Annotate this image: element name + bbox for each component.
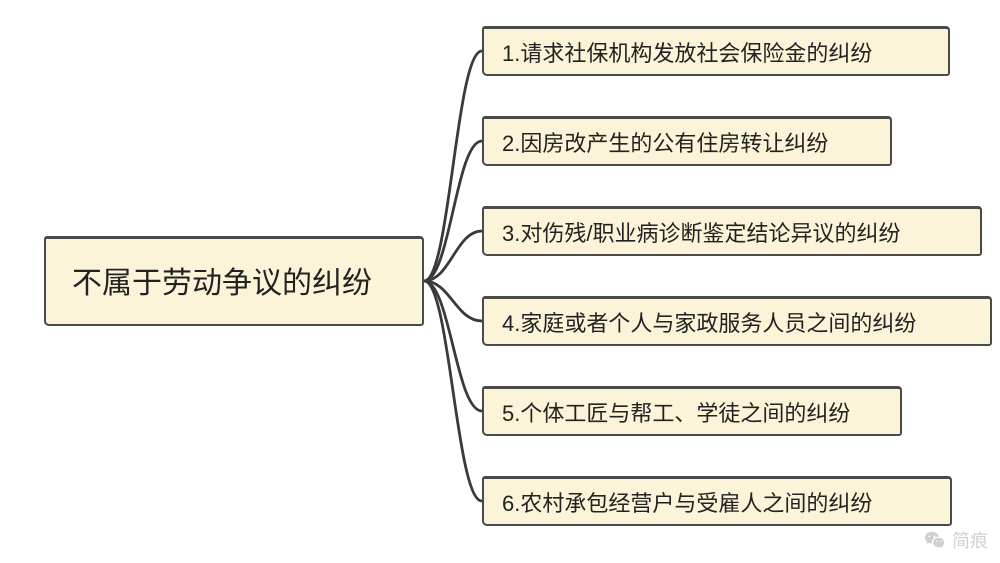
mindmap-stage: 不属于劳动争议的纠纷 1.请求社保机构发放社会保险金的纠纷 2.因房改产生的公有… — [0, 0, 1000, 563]
child-label: 1.请求社保机构发放社会保险金的纠纷 — [502, 36, 872, 68]
child-label: 3.对伤残/职业病诊断鉴定结论异议的纠纷 — [502, 216, 900, 248]
connector — [424, 281, 482, 321]
watermark-label: 简痕 — [952, 527, 988, 553]
child-node: 3.对伤残/职业病诊断鉴定结论异议的纠纷 — [482, 206, 982, 256]
connector — [424, 231, 482, 281]
child-node: 1.请求社保机构发放社会保险金的纠纷 — [482, 26, 950, 76]
wechat-icon — [924, 529, 946, 551]
child-node: 6.农村承包经营户与受雇人之间的纠纷 — [482, 476, 952, 526]
connector — [424, 281, 482, 501]
child-label: 5.个体工匠与帮工、学徒之间的纠纷 — [502, 396, 850, 428]
root-node: 不属于劳动争议的纠纷 — [44, 236, 424, 326]
root-label: 不属于劳动争议的纠纷 — [72, 258, 372, 302]
watermark: 简痕 — [924, 527, 988, 553]
child-node: 2.因房改产生的公有住房转让纠纷 — [482, 116, 892, 166]
child-node: 5.个体工匠与帮工、学徒之间的纠纷 — [482, 386, 902, 436]
child-node: 4.家庭或者个人与家政服务人员之间的纠纷 — [482, 296, 992, 346]
child-label: 6.农村承包经营户与受雇人之间的纠纷 — [502, 486, 872, 518]
child-label: 2.因房改产生的公有住房转让纠纷 — [502, 126, 828, 158]
child-label: 4.家庭或者个人与家政服务人员之间的纠纷 — [502, 306, 916, 338]
connector — [424, 281, 482, 411]
connector — [424, 141, 482, 281]
connector — [424, 51, 482, 281]
